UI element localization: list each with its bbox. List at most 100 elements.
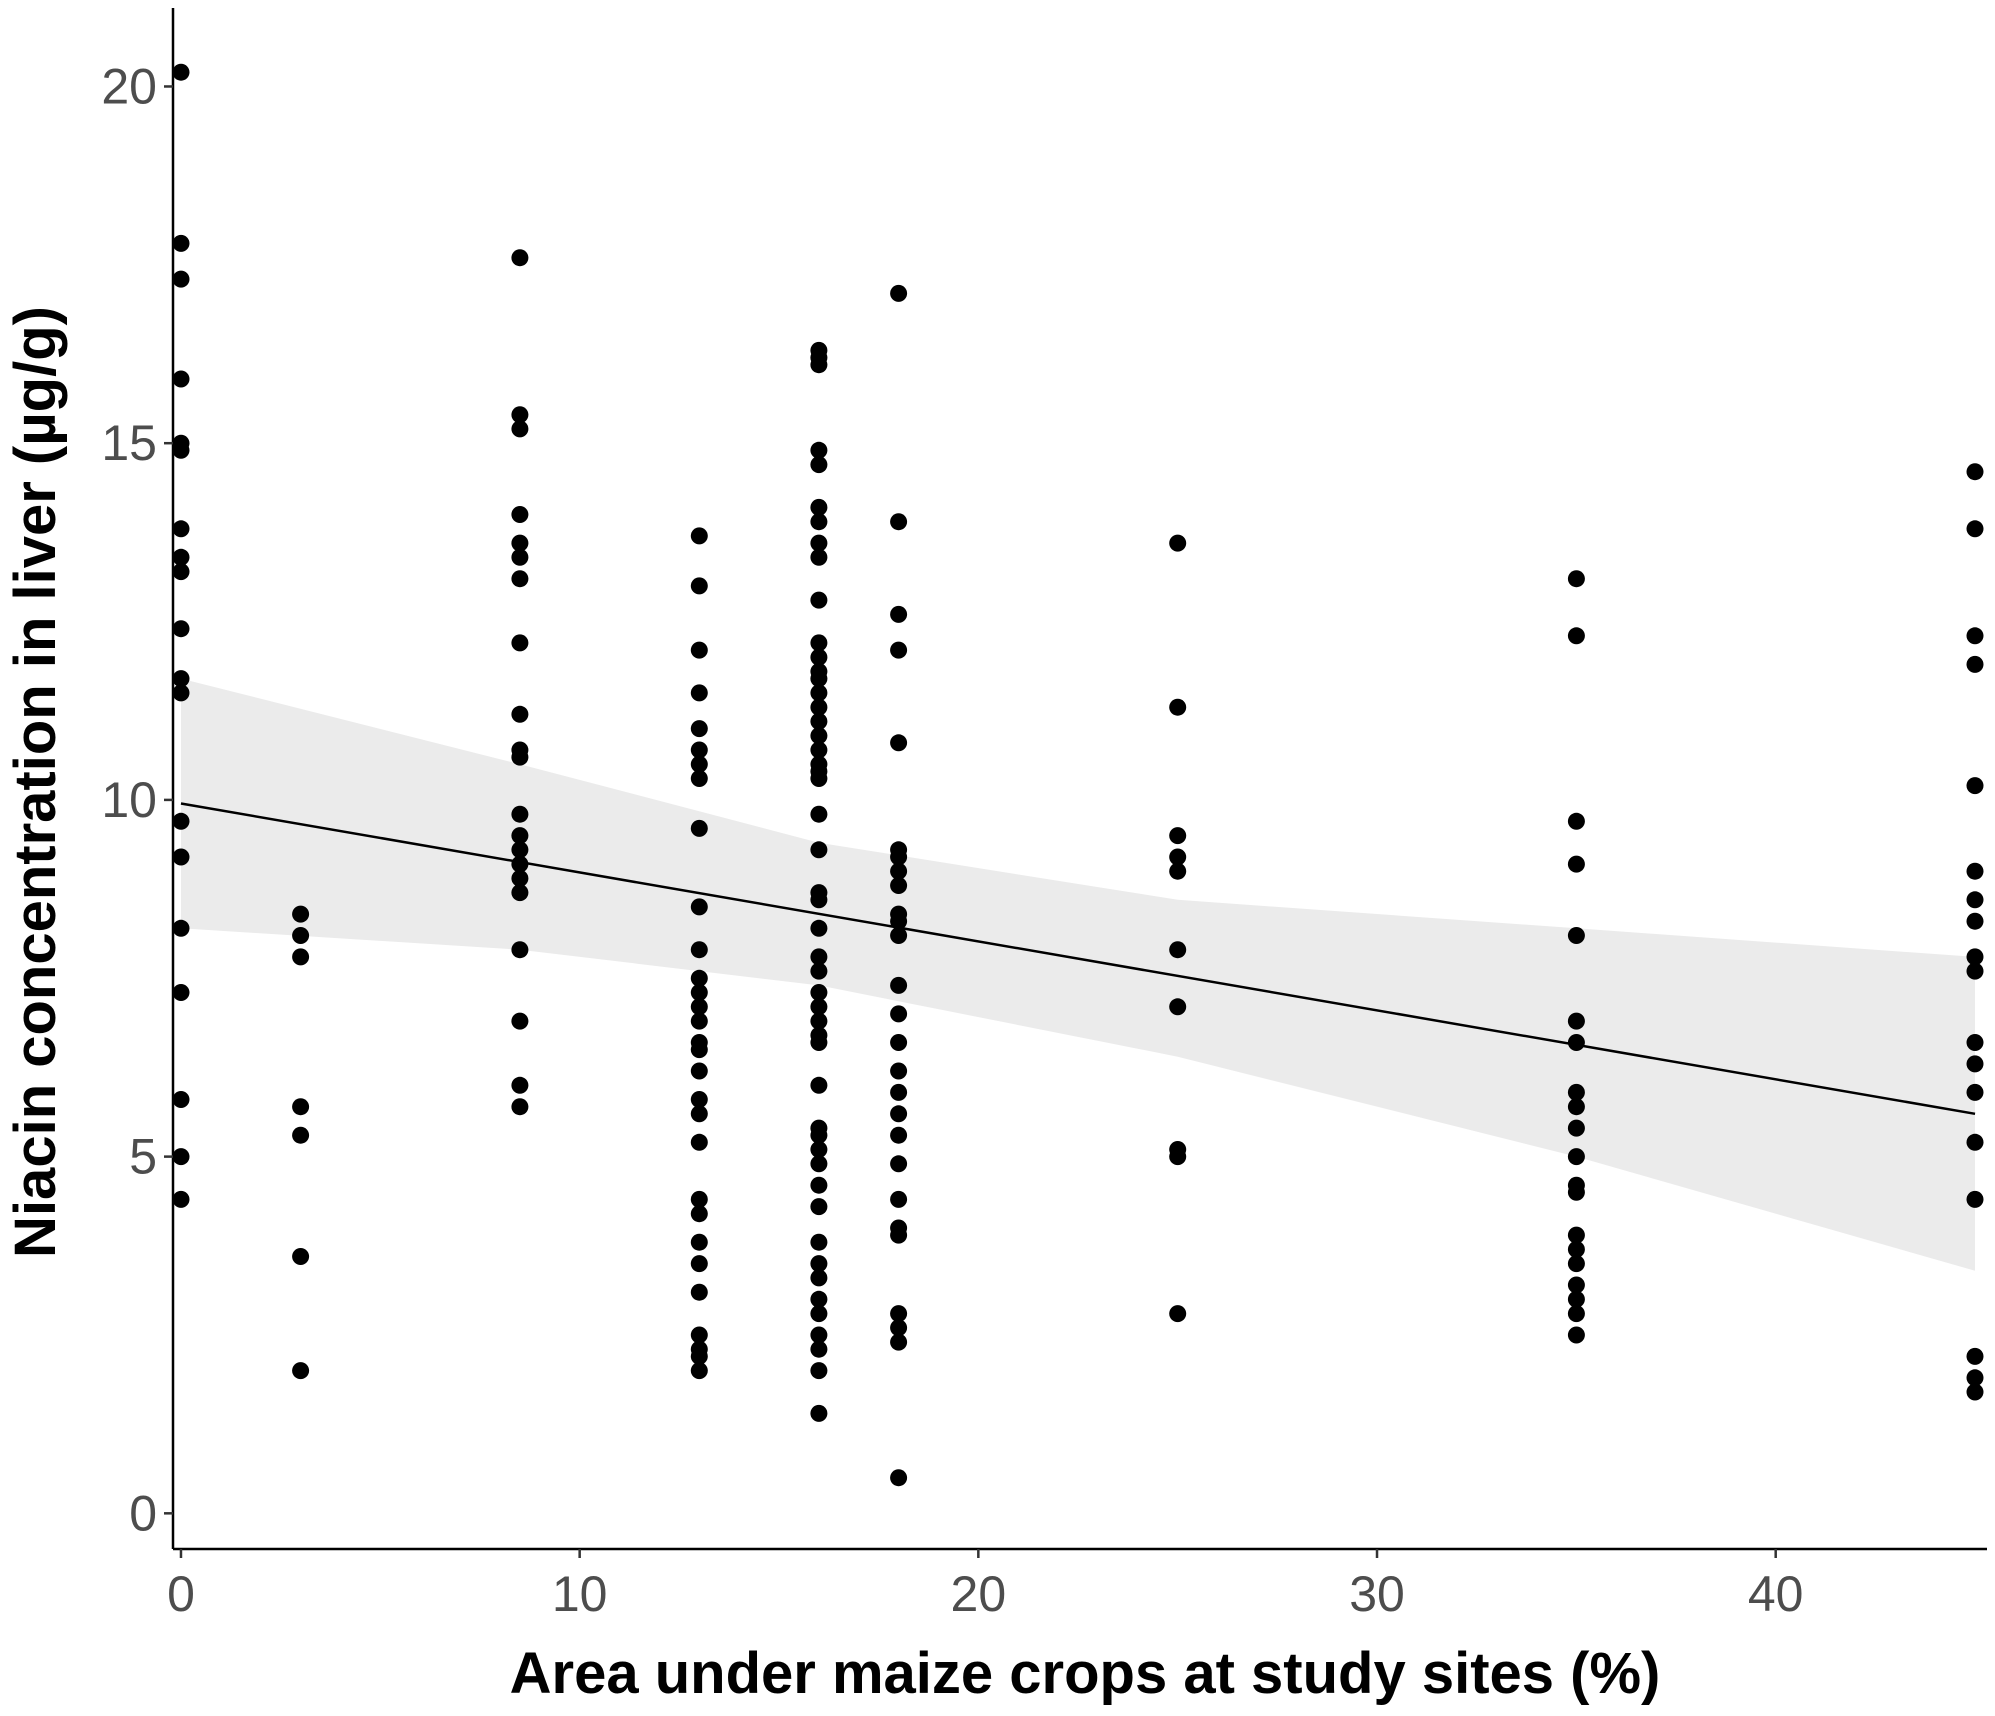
data-point	[1169, 941, 1187, 959]
data-point	[1567, 1012, 1585, 1030]
data-point	[1567, 1119, 1585, 1137]
data-point	[172, 848, 190, 866]
data-point	[810, 1155, 828, 1173]
data-point	[1567, 1240, 1585, 1258]
data-point	[1966, 1369, 1984, 1387]
data-point	[890, 1083, 908, 1101]
data-point	[690, 1233, 708, 1251]
data-point	[1567, 1098, 1585, 1116]
y-tick-label: 5	[129, 1129, 157, 1185]
data-point	[810, 727, 828, 745]
data-point	[810, 1404, 828, 1422]
data-point	[810, 1141, 828, 1158]
data-point	[172, 620, 190, 638]
data-point	[810, 805, 828, 823]
data-point	[690, 684, 708, 702]
data-point	[690, 1133, 708, 1151]
data-point	[1966, 1383, 1984, 1401]
data-point	[810, 648, 828, 666]
data-point	[511, 406, 529, 424]
data-point	[810, 634, 828, 652]
x-tick-label: 10	[552, 1566, 608, 1622]
data-point	[890, 1155, 908, 1173]
data-point	[511, 841, 529, 859]
data-point	[1966, 862, 1984, 880]
data-point	[890, 1319, 908, 1337]
y-tick-label: 0	[129, 1485, 157, 1541]
data-point	[810, 770, 828, 787]
data-point	[690, 755, 708, 773]
data-point	[172, 919, 190, 937]
data-point	[810, 1326, 828, 1344]
data-point	[890, 1062, 908, 1080]
data-point	[172, 234, 190, 252]
regression-line	[180, 802, 1976, 1116]
data-point	[690, 1190, 708, 1208]
data-point	[1169, 698, 1187, 716]
data-point	[1966, 891, 1984, 909]
data-point	[292, 948, 310, 966]
data-point	[172, 270, 190, 288]
data-point	[810, 998, 828, 1016]
data-point	[810, 1233, 828, 1251]
data-point	[1966, 1347, 1984, 1365]
data-point	[890, 1333, 908, 1351]
data-point	[172, 670, 190, 688]
data-point	[511, 748, 529, 766]
data-point	[890, 862, 908, 880]
y-tick-label: 20	[101, 58, 157, 114]
data-point	[172, 1091, 190, 1108]
data-point	[511, 1012, 529, 1030]
fit-line-layer	[180, 802, 1976, 1116]
data-point	[511, 941, 529, 959]
data-point	[292, 905, 310, 923]
data-point	[810, 513, 828, 531]
data-point	[292, 1248, 310, 1265]
data-point	[511, 884, 529, 902]
data-point	[511, 570, 529, 588]
data-point	[292, 1362, 310, 1380]
data-point	[810, 1198, 828, 1216]
data-point	[1966, 655, 1984, 673]
data-point	[172, 520, 190, 538]
data-point	[890, 912, 908, 930]
data-point	[810, 1076, 828, 1094]
data-point	[511, 534, 529, 552]
data-point	[690, 1062, 708, 1080]
data-point	[1169, 1148, 1187, 1166]
data-point	[511, 420, 529, 438]
data-point	[1966, 912, 1984, 930]
data-point	[1567, 1083, 1585, 1101]
data-point	[1966, 1034, 1984, 1051]
data-point	[1567, 1226, 1585, 1244]
data-point	[810, 698, 828, 716]
data-point	[1966, 1055, 1984, 1073]
data-point	[690, 1326, 708, 1344]
data-point	[890, 1034, 908, 1051]
data-point	[690, 1105, 708, 1123]
data-point	[1567, 1148, 1585, 1166]
data-point	[1567, 812, 1585, 830]
data-point	[1966, 962, 1984, 980]
confidence-band-layer	[181, 678, 1975, 1271]
data-point	[1567, 570, 1585, 588]
data-point	[1567, 927, 1585, 944]
data-point	[690, 898, 708, 916]
x-tick-label: 20	[951, 1566, 1007, 1622]
data-point	[1966, 627, 1984, 645]
data-point	[1567, 1326, 1585, 1344]
data-point	[1966, 1190, 1984, 1208]
x-axis-title: Area under maize crops at study sites (%…	[510, 1641, 1661, 1706]
x-tick-label: 40	[1748, 1566, 1804, 1622]
data-point	[690, 1362, 708, 1380]
data-point	[690, 1283, 708, 1301]
data-point	[690, 998, 708, 1016]
data-point	[810, 456, 828, 474]
data-point	[1169, 534, 1187, 552]
data-point	[890, 976, 908, 994]
data-point	[890, 1005, 908, 1023]
data-point	[172, 548, 190, 566]
data-point	[690, 1012, 708, 1030]
data-point	[690, 984, 708, 1001]
